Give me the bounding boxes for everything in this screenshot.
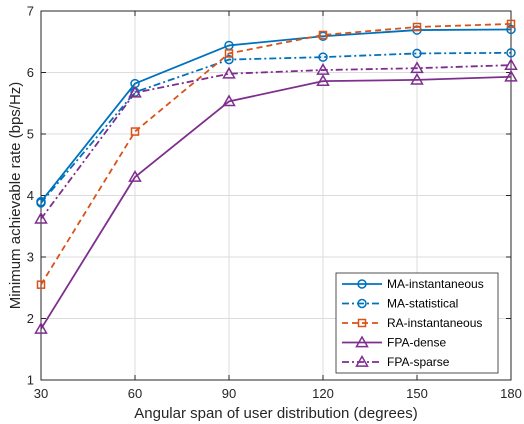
axis-ticks: 30 60 90 120 150 180 1 2 3 4 5 6 7 bbox=[27, 4, 522, 402]
x-tick-label: 30 bbox=[34, 386, 48, 401]
legend-label: FPA-dense bbox=[387, 336, 446, 350]
data-point-marker bbox=[504, 69, 518, 82]
x-tick-label: 60 bbox=[128, 386, 142, 401]
y-tick-label: 1 bbox=[27, 373, 34, 388]
data-point-marker bbox=[316, 63, 330, 75]
legend-marker bbox=[357, 279, 367, 289]
data-point-marker bbox=[36, 280, 46, 289]
legend-marker bbox=[355, 335, 369, 348]
data-point-marker bbox=[34, 321, 48, 334]
series-fpa-dense bbox=[34, 69, 518, 334]
x-tick-label: 90 bbox=[222, 386, 236, 401]
data-point-marker bbox=[316, 74, 330, 86]
legend-item: FPA-dense bbox=[342, 335, 446, 350]
data-point-marker bbox=[222, 94, 236, 107]
legend-item: MA-instantaneous bbox=[342, 277, 484, 291]
legend-marker bbox=[357, 318, 367, 328]
data-point-marker bbox=[36, 198, 46, 208]
x-tick-label: 150 bbox=[406, 386, 428, 401]
series-lines bbox=[34, 19, 518, 334]
series-line bbox=[40, 75, 512, 330]
data-point-marker bbox=[506, 19, 516, 29]
data-point-marker bbox=[410, 61, 424, 74]
legend-label: MA-instantaneous bbox=[387, 277, 484, 291]
legend-label: MA-statistical bbox=[387, 297, 458, 311]
series-fpa-sparse bbox=[34, 58, 518, 224]
y-tick-label: 5 bbox=[27, 127, 34, 142]
series-line bbox=[40, 28, 512, 203]
data-point-marker bbox=[224, 54, 234, 65]
series-line bbox=[40, 51, 512, 204]
series-line bbox=[40, 64, 512, 220]
data-point-marker bbox=[128, 170, 142, 182]
x-axis-label: Angular span of user distribution (degre… bbox=[134, 405, 418, 422]
legend-marker bbox=[355, 354, 369, 367]
legend-item: MA-statistical bbox=[342, 297, 458, 311]
data-point-marker bbox=[224, 49, 234, 58]
data-point-marker bbox=[128, 85, 142, 98]
y-tick-label: 6 bbox=[27, 65, 34, 80]
series-line bbox=[40, 23, 512, 286]
data-point-marker bbox=[504, 58, 518, 70]
data-point-marker bbox=[34, 211, 48, 224]
data-point-marker bbox=[222, 66, 236, 79]
x-tick-label: 120 bbox=[312, 386, 334, 401]
series-ra-instantaneous bbox=[36, 19, 516, 289]
y-tick-label: 7 bbox=[27, 4, 34, 19]
x-tick-label: 180 bbox=[500, 386, 522, 401]
legend-label: FPA-sparse bbox=[387, 355, 450, 369]
data-point-marker bbox=[318, 52, 328, 62]
data-point-marker bbox=[130, 127, 140, 136]
data-point-marker bbox=[410, 72, 424, 85]
data-point-marker bbox=[412, 22, 422, 32]
y-tick-label: 3 bbox=[27, 250, 34, 265]
series-ma-instantaneous bbox=[36, 24, 516, 207]
y-tick-label: 4 bbox=[27, 188, 34, 203]
data-point-marker bbox=[506, 48, 516, 58]
legend-label: RA-instantaneous bbox=[387, 316, 482, 330]
y-axis-label: Minimum achievable rate (bps/Hz) bbox=[7, 82, 24, 310]
y-tick-label: 2 bbox=[27, 311, 34, 326]
legend-marker bbox=[357, 298, 367, 309]
data-point-marker bbox=[412, 48, 422, 59]
legend-item: FPA-sparse bbox=[342, 354, 450, 369]
legend-item: RA-instantaneous bbox=[342, 316, 482, 330]
legend: MA-instantaneous MA-statistical RA-instant… bbox=[335, 272, 499, 374]
data-point-marker bbox=[506, 24, 516, 35]
data-point-marker bbox=[318, 30, 328, 40]
